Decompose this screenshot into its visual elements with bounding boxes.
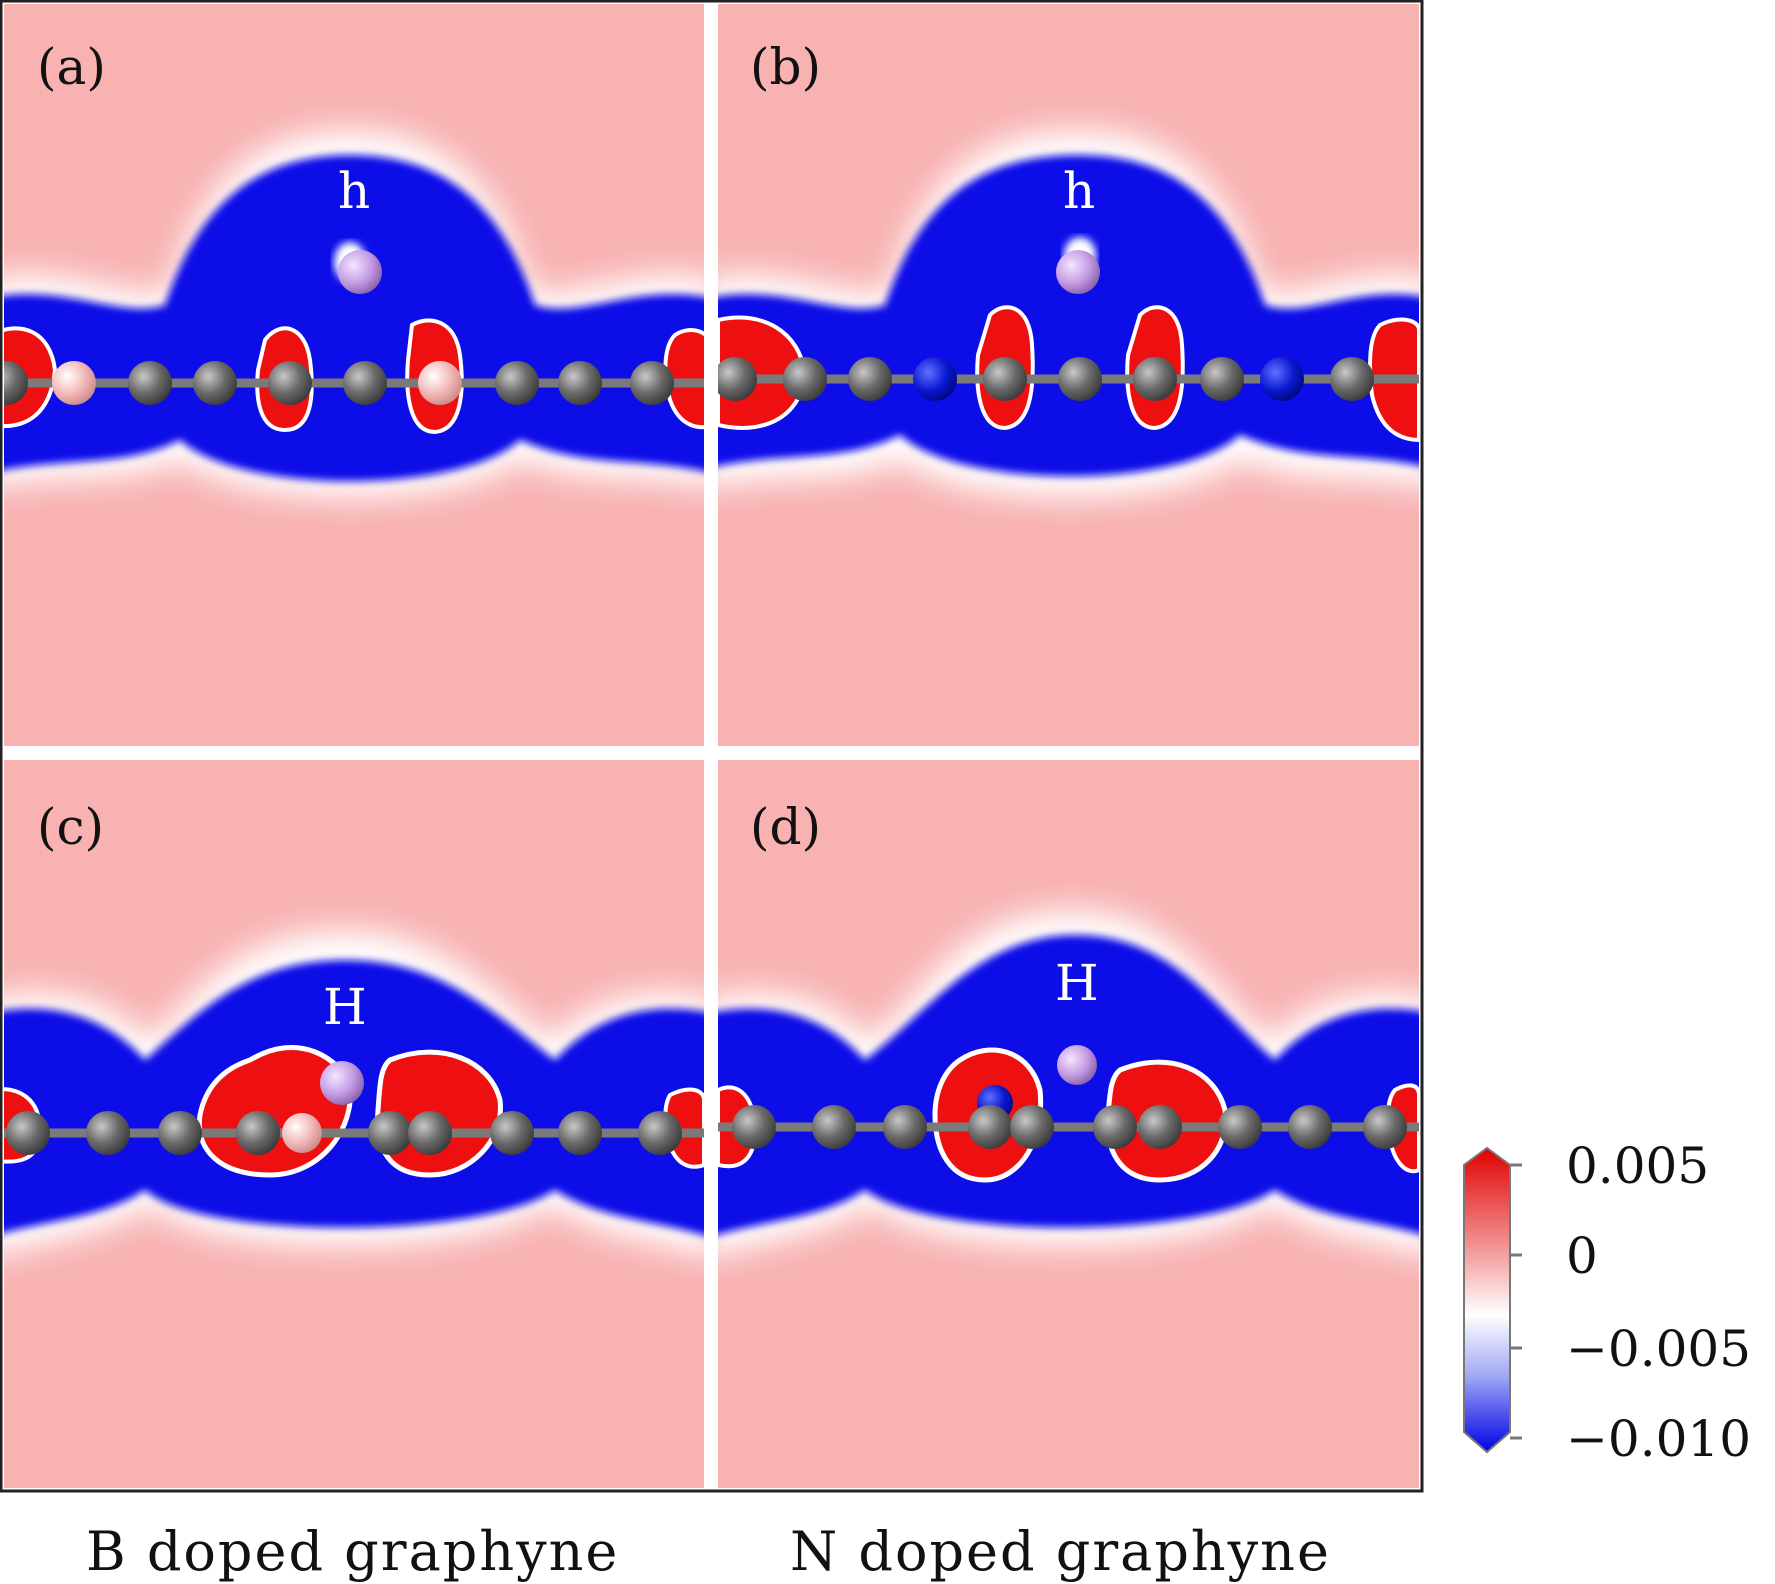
panel-label-b: (b) bbox=[750, 38, 821, 96]
caption-right: N doped graphyne bbox=[790, 1520, 1331, 1583]
panel-label-d: (d) bbox=[750, 798, 821, 856]
site-label-d: H bbox=[1055, 954, 1099, 1012]
site-label-c: H bbox=[323, 978, 367, 1036]
panel-a bbox=[4, 4, 704, 746]
panel-b bbox=[718, 4, 1419, 746]
panel-d bbox=[718, 760, 1419, 1488]
colorbar-tick-label: 0.005 bbox=[1566, 1137, 1709, 1195]
panel-label-c: (c) bbox=[37, 798, 104, 856]
adsorbate-atom bbox=[1056, 250, 1100, 294]
colorbar: 0.005 0 −0.005 −0.010 bbox=[1463, 1137, 1751, 1468]
caption-left: B doped graphyne bbox=[86, 1520, 620, 1583]
site-label-a: h bbox=[338, 162, 370, 220]
adsorbate-atom bbox=[1057, 1045, 1097, 1085]
colorbar-tick-label: −0.005 bbox=[1566, 1320, 1751, 1378]
site-label-b: h bbox=[1063, 162, 1095, 220]
colorbar-tick-label: −0.010 bbox=[1566, 1410, 1751, 1468]
panel-c bbox=[4, 760, 704, 1488]
colorbar-gradient bbox=[1463, 1146, 1511, 1454]
adsorbate-atom bbox=[320, 1061, 364, 1105]
panel-label-a: (a) bbox=[37, 38, 106, 96]
horizontal-divider bbox=[4, 746, 1419, 760]
adsorbate-atom bbox=[338, 250, 382, 294]
colorbar-tick-label: 0 bbox=[1566, 1227, 1598, 1285]
